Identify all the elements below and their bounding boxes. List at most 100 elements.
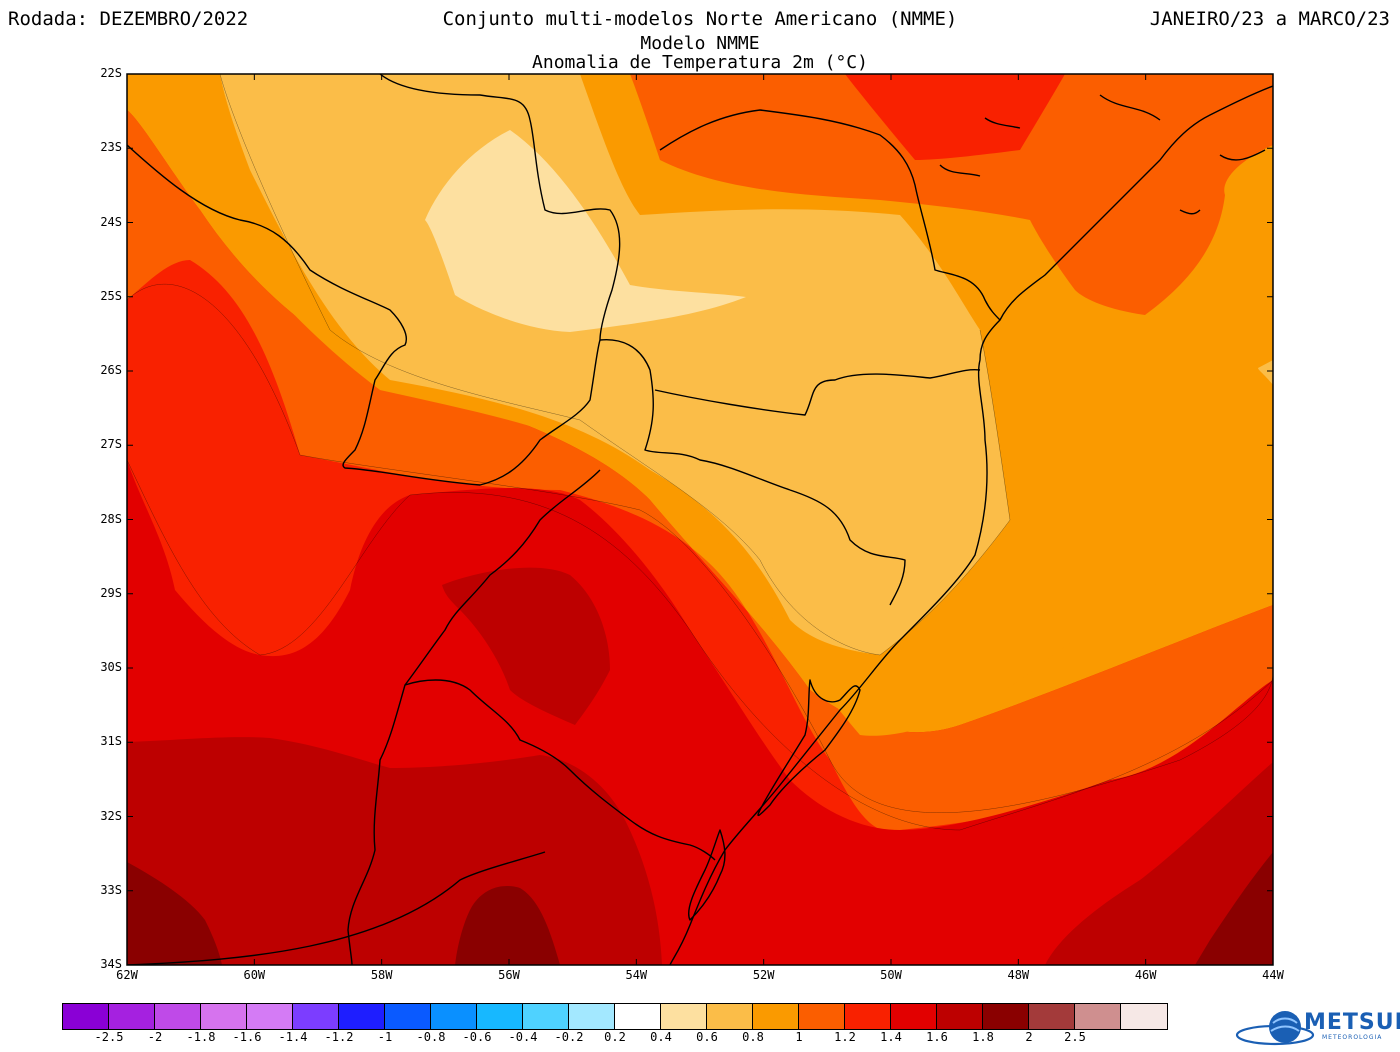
political-borders — [127, 74, 1273, 965]
contour-04-06 — [220, 74, 1010, 655]
colorbar-swatch — [569, 1004, 615, 1029]
colorbar-swatch — [155, 1004, 201, 1029]
brazil-uruguay-border — [347, 469, 601, 965]
contour-10-12-ne — [845, 74, 1065, 160]
colorbar-swatch — [937, 1004, 983, 1029]
colorbar-swatch — [431, 1004, 477, 1029]
lat-label: 28S — [100, 511, 122, 526]
colorbar-swatch — [477, 1004, 523, 1029]
logo-subtext: METEOROLOGIA — [1322, 1034, 1383, 1041]
forecast-period-label: JANEIRO/23 a MARCO/23 — [1149, 8, 1390, 30]
colorbar-swatch — [1121, 1004, 1167, 1029]
metsul-logo — [1235, 1011, 1315, 1046]
anomaly-map — [126, 73, 1274, 966]
axis-ticks — [126, 73, 1274, 966]
lon-label: 62W — [116, 968, 138, 982]
colorbar-label: -1.6 — [232, 1030, 262, 1044]
colorbar-label: 1.8 — [972, 1030, 994, 1044]
colorbar-label: -1.2 — [324, 1030, 354, 1044]
lon-label: 58W — [370, 968, 393, 982]
colorbar-swatch — [523, 1004, 569, 1029]
lat-label: 34S — [100, 957, 122, 971]
colorbar-swatch — [615, 1004, 661, 1029]
colorbar-swatch — [845, 1004, 891, 1029]
lat-label: 32S — [100, 808, 122, 823]
rio-de-la-plata-coast — [127, 851, 546, 965]
lat-label: 33S — [100, 882, 122, 897]
lon-label: 56W — [498, 968, 520, 982]
variable-subtitle: Anomalia de Temperatura 2m (°C) — [532, 52, 868, 73]
colorbar-label: 0.6 — [696, 1030, 718, 1044]
contour-08-10-ne — [630, 74, 1273, 315]
chart-title: Conjunto multi-modelos Norte Americano (… — [442, 8, 958, 30]
logo-wordmark: METSUL — [1304, 1010, 1400, 1035]
colorbar-swatch — [109, 1004, 155, 1029]
colorbar-label: -2 — [147, 1030, 163, 1044]
lon-label: 52W — [752, 968, 775, 982]
lat-label: 22S — [100, 66, 122, 80]
parana-sc-border — [654, 368, 981, 416]
lat-label: 25S — [100, 288, 122, 303]
colorbar-swatch — [983, 1004, 1029, 1029]
contour-16-18-sw — [127, 862, 222, 965]
lat-label: 27S — [100, 437, 122, 452]
contour-08-10-left — [127, 74, 1273, 832]
paraguay-argentina-border — [127, 144, 601, 486]
colorbar-swatch — [799, 1004, 845, 1029]
sp-pr-border — [659, 109, 1001, 321]
colorbar-label: -1 — [377, 1030, 393, 1044]
contour-02-04 — [425, 130, 746, 332]
lon-label: 48W — [1007, 968, 1030, 982]
colorbar-swatch — [385, 1004, 431, 1029]
colorbar-swatch — [753, 1004, 799, 1029]
lon-label: 46W — [1134, 968, 1157, 982]
lon-label: 44W — [1262, 968, 1284, 982]
model-subtitle: Modelo NMME — [640, 33, 760, 54]
lat-label: 30S — [100, 660, 122, 674]
colorbar-label: 1.4 — [880, 1030, 902, 1044]
colorbar-swatch — [891, 1004, 937, 1029]
argentina-brazil-border-north — [599, 338, 791, 491]
colorbar-label: 1.6 — [926, 1030, 948, 1044]
colorbar-label: -0.2 — [554, 1030, 584, 1044]
coast-se-islands — [939, 94, 1266, 215]
contour-14-16-se — [1045, 762, 1273, 965]
sc-rs-border — [789, 489, 906, 606]
colorbar-label: 0.2 — [604, 1030, 626, 1044]
colorbar-label: 2 — [1025, 1030, 1033, 1044]
colorbar-swatch — [707, 1004, 753, 1029]
colorbar-label: 1 — [795, 1030, 803, 1044]
colorbar-label: 1.2 — [834, 1030, 856, 1044]
lat-label: 31S — [100, 734, 122, 749]
lon-label: 50W — [880, 968, 902, 982]
lagoa-dos-patos — [757, 679, 861, 817]
colorbar-swatch — [661, 1004, 707, 1029]
run-date-label: Rodada: DEZEMBRO/2022 — [8, 8, 249, 30]
contour-16-18-se — [1195, 852, 1273, 965]
colorbar-label: -2.5 — [94, 1030, 124, 1044]
lon-label: 54W — [625, 968, 648, 982]
colorbar-swatch — [1075, 1004, 1121, 1029]
lat-label: 26S — [100, 363, 122, 377]
colorbar-swatch — [63, 1004, 109, 1029]
colorbar-swatch — [293, 1004, 339, 1029]
colorbar-label: -0.8 — [416, 1030, 446, 1044]
lat-label: 24S — [100, 214, 122, 229]
colorbar-label: 0.4 — [650, 1030, 672, 1044]
colorbar-label: 2.5 — [1064, 1030, 1086, 1044]
uruguay-interior-border — [404, 679, 716, 861]
colorbar-swatch — [339, 1004, 385, 1029]
atlantic-coastline — [669, 85, 1273, 965]
contour-14-16-central — [442, 567, 610, 725]
colorbar-label: -0.6 — [462, 1030, 492, 1044]
colorbar-swatch — [1029, 1004, 1075, 1029]
lagoa-mirim — [688, 829, 726, 921]
contour-16-18-s — [455, 886, 560, 965]
anomaly-field — [127, 74, 1273, 965]
colorbar-swatch — [201, 1004, 247, 1029]
lat-label: 23S — [100, 140, 122, 155]
colorbar-label: -0.4 — [508, 1030, 538, 1044]
colorbar-label: -1.4 — [278, 1030, 308, 1044]
colorbar-swatch — [247, 1004, 293, 1029]
colorbar — [62, 1003, 1168, 1030]
